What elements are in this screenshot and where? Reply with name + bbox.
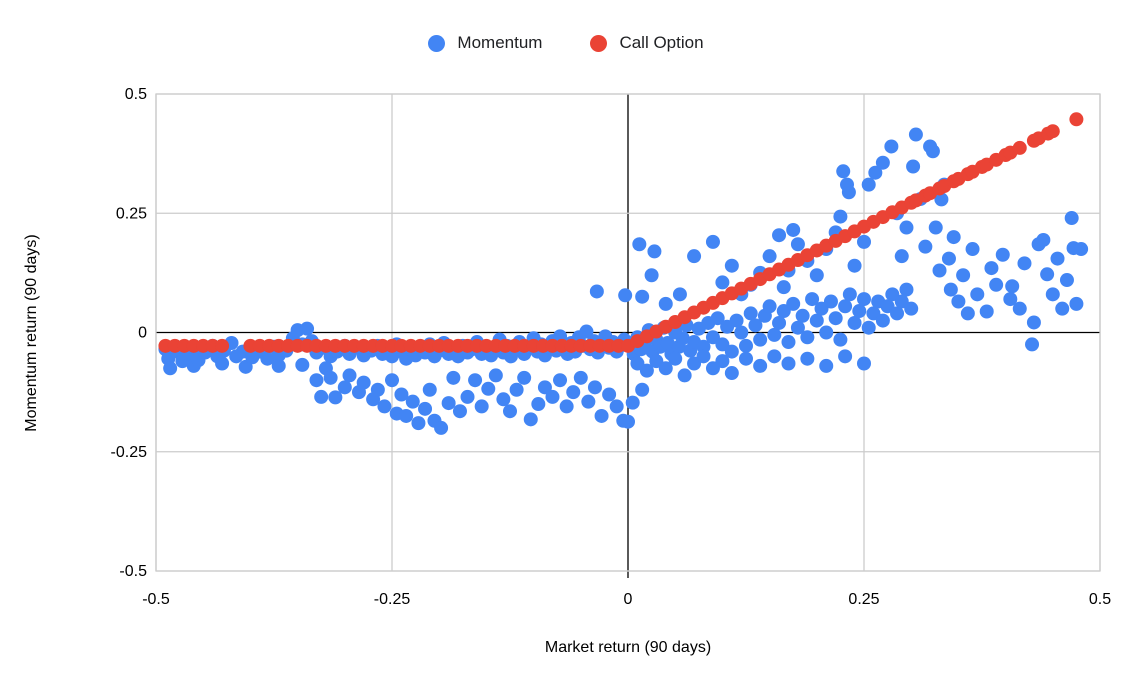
legend: Momentum Call Option [0, 33, 1132, 53]
x-tick-label: -0.5 [142, 591, 170, 608]
y-tick-label: 0.25 [116, 205, 147, 222]
legend-label-momentum: Momentum [457, 33, 543, 52]
momentum-swatch-icon [428, 34, 446, 52]
x-tick-label: 0 [624, 591, 633, 608]
x-axis-title: Market return (90 days) [544, 639, 712, 656]
call-option-swatch-icon [590, 34, 608, 52]
y-tick-label: -0.5 [119, 563, 147, 580]
x-tick-label: 0.25 [848, 591, 879, 608]
legend-label-call-option: Call Option [619, 33, 704, 52]
y-tick-label: 0 [138, 325, 147, 342]
y-tick-label: 0.5 [125, 86, 147, 103]
y-tick-label: -0.25 [111, 444, 148, 461]
legend-item-momentum: Momentum [428, 33, 542, 53]
x-tick-label: 0.5 [1089, 591, 1111, 608]
x-tick-label: -0.25 [374, 591, 411, 608]
legend-item-call-option: Call Option [590, 33, 704, 53]
